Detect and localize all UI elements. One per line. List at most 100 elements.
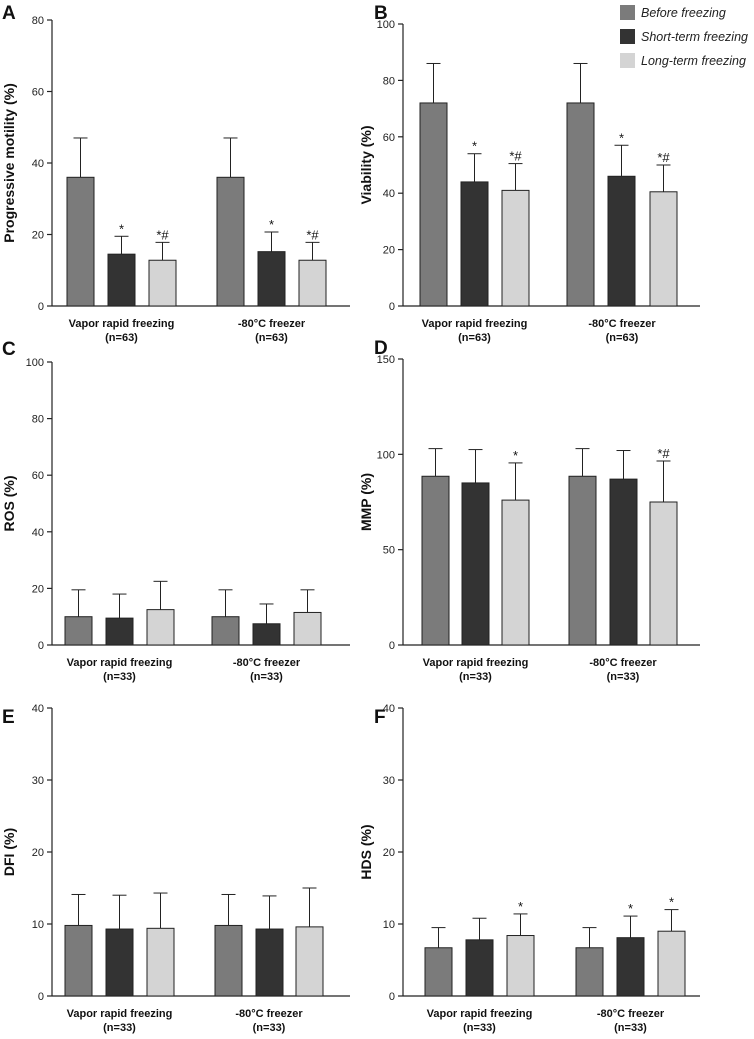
panel-e: E 0 10 20 30 40 DFI (%) Vapor rapid freezing (n=… [1,703,350,1034]
category-label: -80°C freezer [597,1008,665,1020]
y-tick-label: 10 [383,919,395,931]
legend-label: Long-term freezing [641,54,746,68]
significance-mark: *# [657,150,670,165]
category-label: -80°C freezer [235,1008,303,1020]
category-n-label: (n=33) [614,1022,647,1034]
category-label: -80°C freezer [238,318,306,330]
legend-swatch [620,5,635,20]
panel-letter-a: A [2,3,16,24]
bar [609,478,638,646]
bar [419,102,448,307]
significance-mark: *# [306,227,319,242]
legend-label: Before freezing [641,6,726,20]
bar [214,924,243,997]
significance-mark: * [513,448,518,463]
category-n-label: (n=63) [105,332,138,344]
bar [295,926,324,997]
y-tick-label: 80 [383,75,395,87]
bar [566,102,595,307]
significance-mark: *# [509,149,522,164]
category-n-label: (n=33) [463,1022,496,1034]
bar [501,189,530,307]
category-n-label: (n=33) [607,671,640,683]
bar [460,181,489,307]
category-label: -80°C freezer [233,657,301,669]
category-label: Vapor rapid freezing [427,1008,533,1020]
y-tick-label: 100 [377,19,395,31]
significance-mark: * [269,217,274,232]
y-tick-label: 0 [389,301,395,313]
significance-mark: * [669,895,674,910]
legend-swatch [620,53,635,68]
y-axis-label: MMP (%) [358,473,374,531]
panel-d: D 0 50 100 150 MMP (%) * Vapor rapid freezing (n… [358,338,700,683]
significance-mark: * [628,901,633,916]
y-tick-label: 100 [377,449,395,461]
legend-label: Short-term freezing [641,30,748,44]
y-tick-label: 0 [389,991,395,1003]
category-n-label: (n=33) [459,671,492,683]
y-tick-label: 20 [32,230,44,242]
category-label: Vapor rapid freezing [423,657,529,669]
panel-a: A 0 20 40 60 80 Progressive motility (%) * *# Vap… [1,3,350,344]
bar [616,937,645,997]
category-n-label: (n=33) [103,671,136,683]
bar [568,475,597,646]
significance-mark: * [472,139,477,154]
bar [607,175,636,307]
y-tick-label: 40 [383,703,395,715]
category-label: -80°C freezer [588,318,656,330]
bar [257,251,286,307]
bar [211,616,240,646]
panel-letter-c: C [2,339,16,360]
bar [465,939,494,997]
y-tick-label: 30 [383,775,395,787]
bar [293,611,322,646]
bar [64,924,93,997]
y-tick-label: 40 [32,703,44,715]
panel-c: C 0 20 40 60 80 100 ROS (%) Vapor rapid freezing… [1,339,350,683]
y-axis-label: Viability (%) [358,125,374,204]
bar [657,930,686,997]
y-tick-label: 0 [38,991,44,1003]
bar [501,499,530,646]
legend-swatch [620,29,635,44]
significance-mark: *# [657,446,670,461]
category-n-label: (n=63) [458,332,491,344]
y-tick-label: 40 [32,158,44,170]
significance-mark: * [619,130,624,145]
panel-letter-b: B [374,3,388,24]
y-tick-label: 0 [389,640,395,652]
bar [66,176,95,307]
panel-letter-e: E [2,707,15,728]
y-tick-label: 20 [32,847,44,859]
bar [216,176,245,307]
y-tick-label: 40 [383,188,395,200]
y-tick-label: 0 [38,301,44,313]
y-tick-label: 80 [32,414,44,426]
category-label: Vapor rapid freezing [67,1008,173,1020]
category-label: -80°C freezer [589,657,657,669]
panel-b: B 0 20 40 60 80 100 Viability (%) * *# Vapor rapid… [358,3,700,344]
category-n-label: (n=33) [103,1022,136,1034]
legend: Before freezing Short-term freezing Long-t… [620,5,748,68]
category-label: Vapor rapid freezing [422,318,528,330]
bar [146,927,175,997]
y-tick-label: 60 [32,470,44,482]
panel-letter-f: F [374,707,386,728]
bar [461,482,490,646]
category-n-label: (n=33) [250,671,283,683]
y-axis-label: ROS (%) [1,476,17,532]
bar [148,259,177,307]
bar [64,616,93,646]
y-tick-label: 40 [32,527,44,539]
bar [421,475,450,646]
bar [575,947,604,997]
bar [105,928,134,997]
bar [424,947,453,997]
y-tick-label: 20 [32,583,44,595]
panel-f: F 0 10 20 30 40 HDS (%) * Vapor rapid freezing (n… [358,703,700,1034]
y-tick-label: 60 [383,132,395,144]
y-tick-label: 150 [377,354,395,366]
